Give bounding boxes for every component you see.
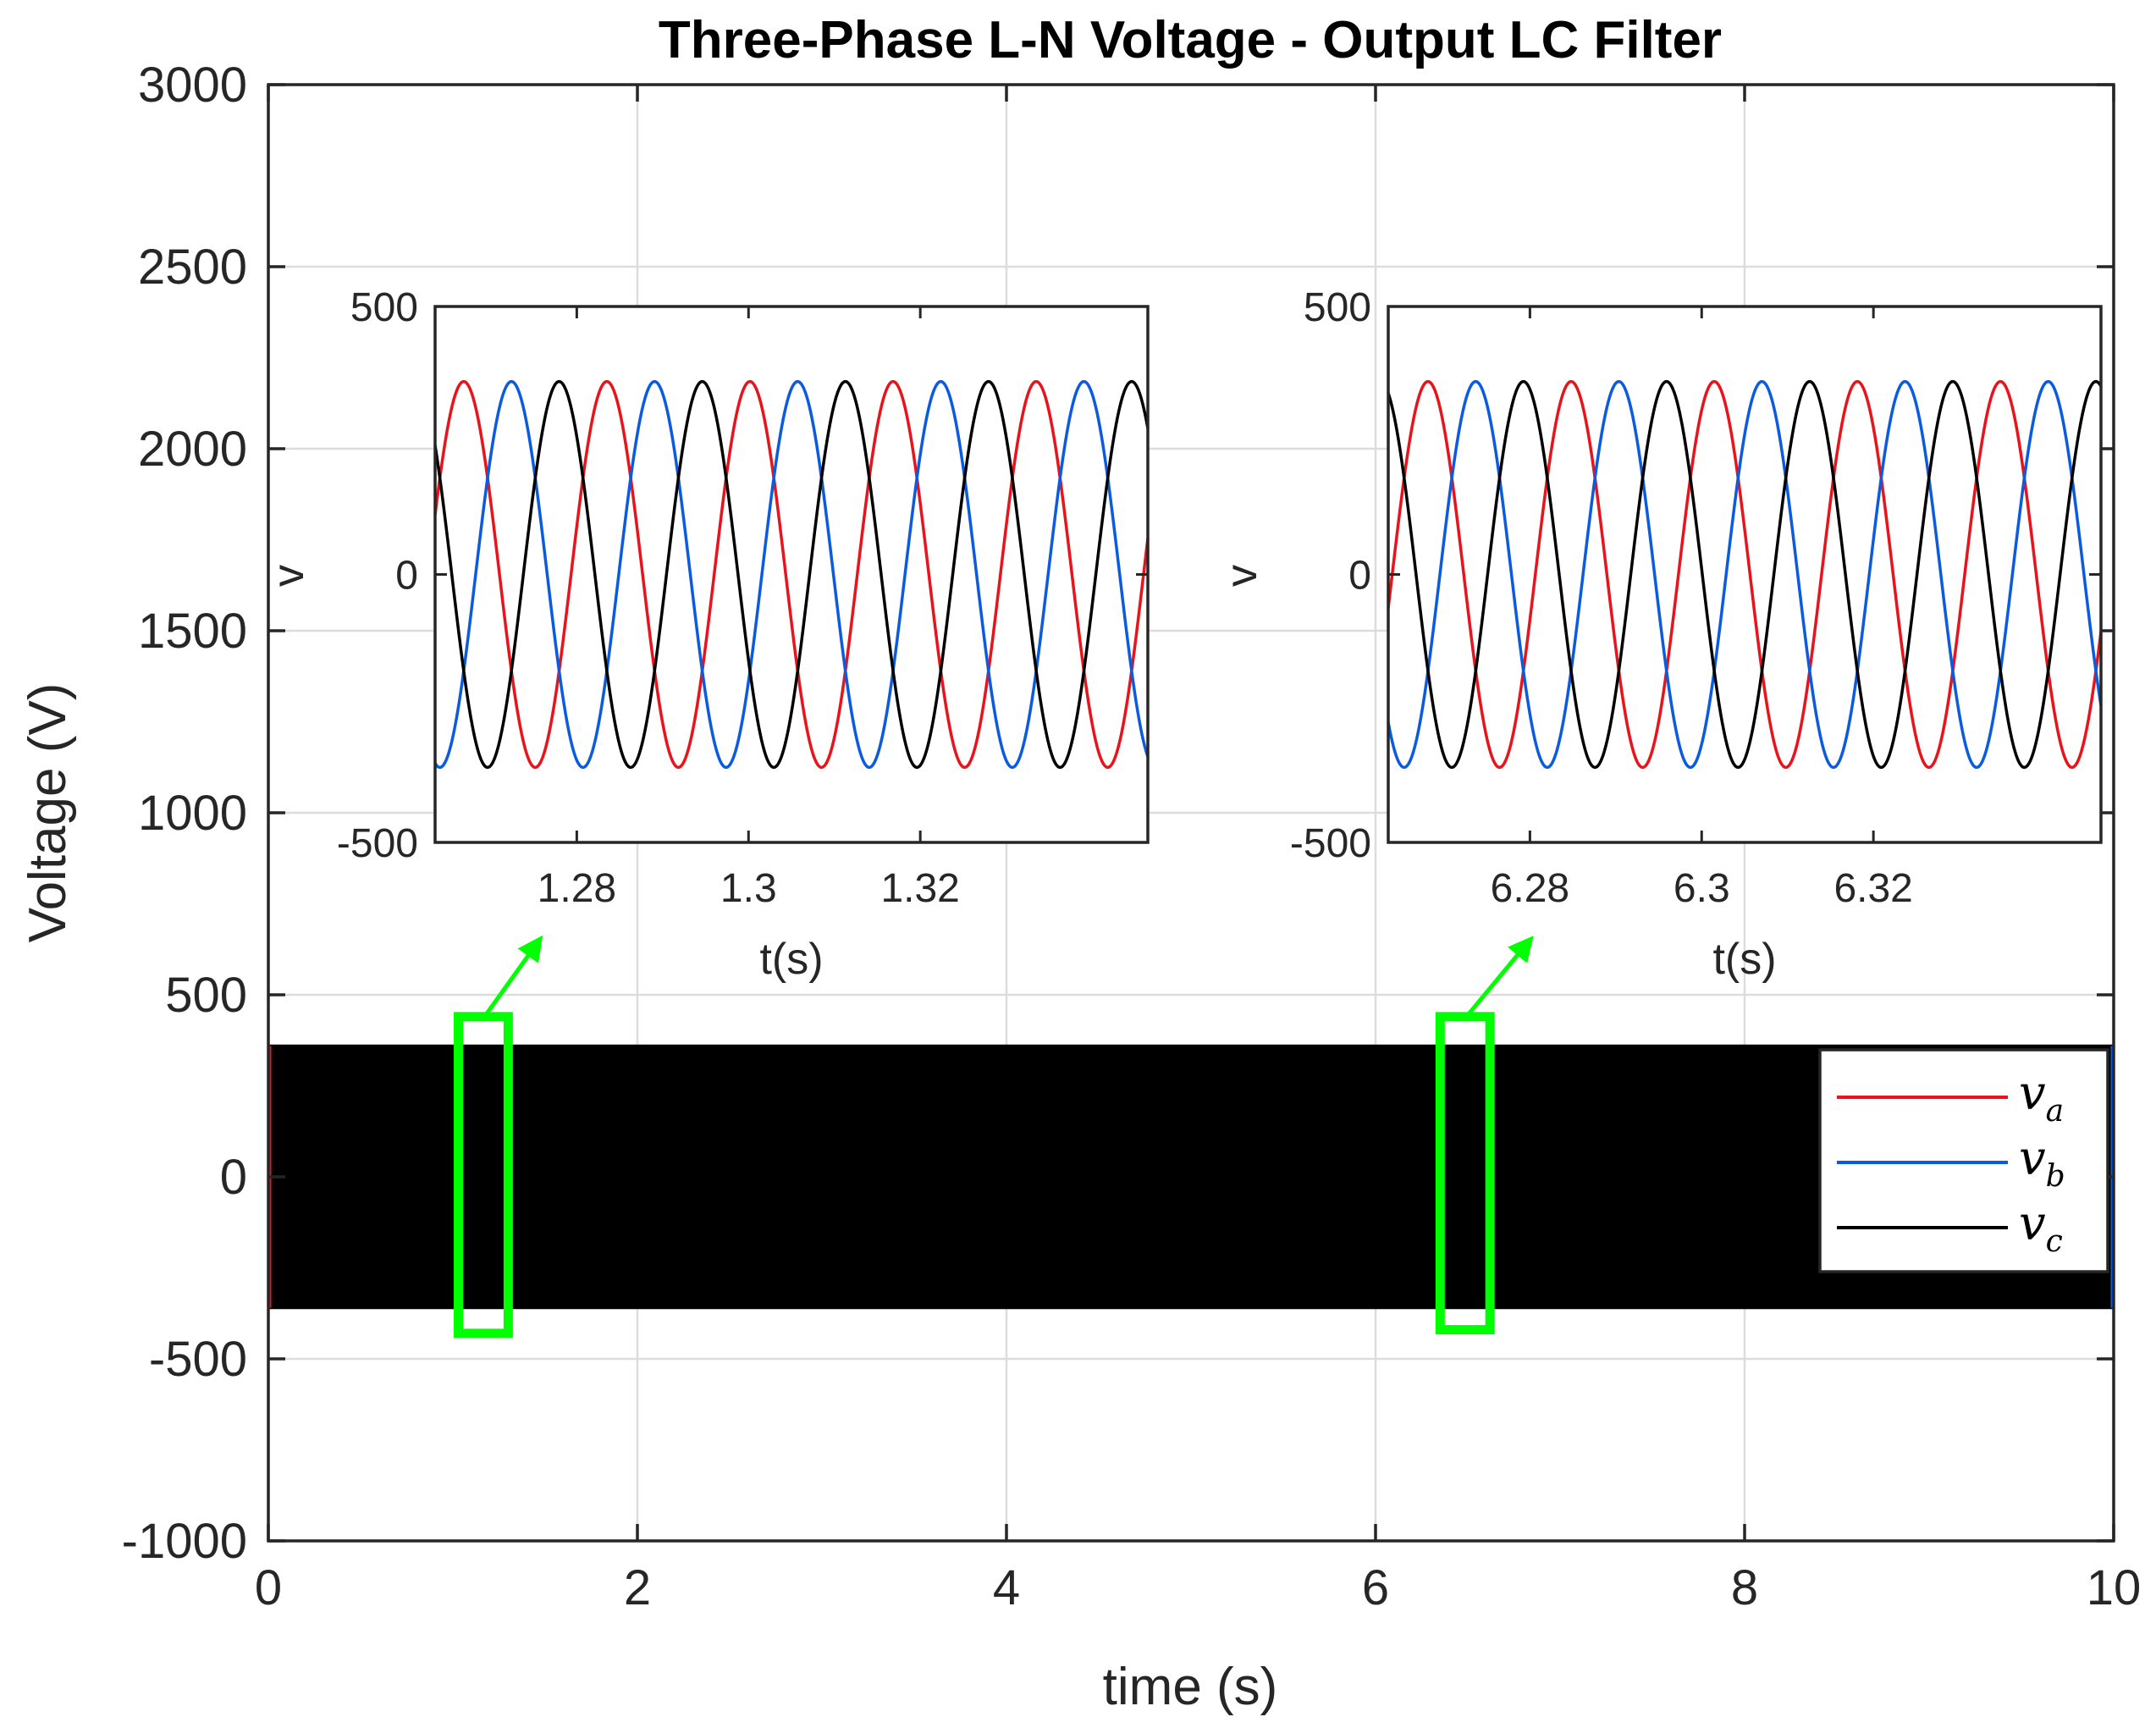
zoom-arrow-1: [481, 935, 543, 1020]
inset1-x-label: t(s): [759, 935, 823, 984]
inset1-y-label: v: [264, 565, 313, 587]
legend: va vb vc: [1818, 1048, 2109, 1273]
y-tick-label: 1000: [138, 786, 247, 841]
y-tick-label: 2000: [138, 422, 247, 477]
x-tick-label: 6: [1362, 1560, 1389, 1615]
legend-label-vb: vb: [2019, 1131, 2065, 1194]
x-tick-label: 0: [255, 1560, 282, 1615]
legend-label-va: va: [2019, 1066, 2064, 1129]
inset1-series-c: [433, 379, 1150, 770]
inset2-x-tick-label: 6.3: [1674, 866, 1730, 911]
y-tick-label: -1000: [122, 1514, 247, 1569]
inset2-x-tick-label: 6.28: [1491, 866, 1569, 911]
inset2-x-tick-label: 6.32: [1833, 866, 1912, 911]
legend-sub-b: b: [2046, 1159, 2065, 1194]
inset-chart-2: 6.28 6.3 6.32 -500 0 500 t(s) v: [1217, 285, 2103, 984]
x-tick-label: 8: [1731, 1560, 1758, 1615]
y-tick-label: 0: [220, 1150, 247, 1205]
legend-sub-a: a: [2046, 1094, 2064, 1129]
x-tick-label: 2: [624, 1560, 651, 1615]
x-tick-label: 10: [2087, 1560, 2142, 1615]
signal-band: [270, 1046, 2112, 1308]
main-ticks: 0 2 4 6 8 10 -1000 -500 0 500 1000 1500 2000 2500 3000: [122, 58, 2142, 1615]
inset1-y-tick-label: -500: [337, 821, 418, 866]
x-tick-label: 4: [993, 1560, 1020, 1615]
inset2-y-label: v: [1217, 565, 1266, 587]
inset1-background: [435, 306, 1148, 842]
y-tick-label: -500: [149, 1332, 247, 1387]
inset2-x-label: t(s): [1712, 935, 1776, 984]
zoom-annotations: [454, 935, 1534, 1339]
inset2-series-a: [1387, 379, 2103, 770]
inset2-curves: [1387, 379, 2103, 770]
inset2-y-tick-label: 500: [1304, 285, 1371, 330]
y-tick-label: 1500: [138, 604, 247, 659]
inset1-y-tick-label: 0: [395, 554, 418, 599]
y-tick-label: 2500: [138, 240, 247, 295]
legend-label-vc: vc: [2019, 1196, 2063, 1259]
inset1-series-a: [433, 379, 1150, 770]
y-tick-label: 500: [165, 968, 247, 1023]
x-axis-label: time (s): [1103, 1658, 1278, 1716]
inset2-series-b: [1387, 379, 2103, 770]
inset1-x-tick-label: 1.32: [880, 866, 959, 911]
main-signal-band: [268, 1044, 2114, 1310]
inset1-curves: [433, 379, 1150, 770]
inset1-x-tick-label: 1.28: [538, 866, 616, 911]
inset1-y-tick-label: 500: [350, 285, 418, 330]
y-axis-label: Voltage (V): [19, 683, 77, 943]
inset1-series-b: [433, 379, 1150, 770]
inset1-x-tick-label: 1.3: [720, 866, 777, 911]
legend-sub-c: c: [2046, 1224, 2063, 1259]
inset2-y-tick-label: 0: [1348, 554, 1371, 599]
chart-title: Three-Phase L-N Voltage - Output LC Filt…: [659, 11, 1722, 69]
inset-chart-1: 1.28 1.3 1.32 -500 0 500 t(s) v: [264, 285, 1150, 984]
inset1-ticks: 1.28 1.3 1.32 -500 0 500: [337, 285, 1148, 911]
zoom-arrow-2: [1463, 936, 1534, 1020]
inset2-y-tick-label: -500: [1290, 821, 1371, 866]
inset2-ticks: 6.28 6.3 6.32 -500 0 500: [1290, 285, 2101, 911]
y-tick-label: 3000: [138, 58, 247, 113]
inset2-series-c: [1387, 379, 2103, 770]
